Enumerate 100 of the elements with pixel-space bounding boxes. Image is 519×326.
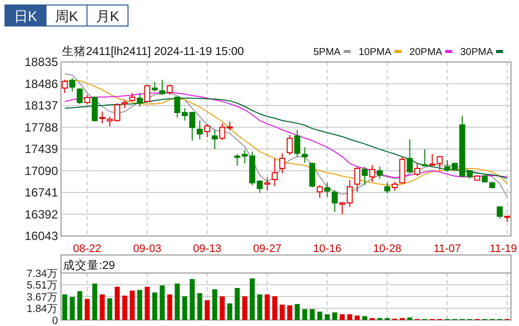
candlestick — [152, 82, 158, 92]
y-tick-label: 17439 — [24, 142, 58, 156]
bar — [92, 284, 98, 320]
chart-title: 生猪2411[lh2411] 2024-11-19 15:00 — [62, 45, 244, 58]
legend-label: 5PMA — [313, 47, 341, 58]
candlestick — [309, 162, 316, 188]
y-tick-label: 17788 — [24, 120, 58, 134]
bar — [160, 285, 165, 320]
bar — [310, 309, 315, 320]
candlestick — [362, 166, 368, 186]
y-tick-label: 0 — [52, 315, 58, 326]
candlestick — [406, 138, 413, 174]
y-tick-label: 1.84万 — [26, 303, 58, 316]
bar — [137, 290, 142, 320]
bar — [324, 314, 330, 320]
bar — [107, 298, 112, 320]
text: 周K — [54, 8, 79, 24]
candlestick — [316, 184, 323, 198]
bar — [264, 294, 270, 320]
candlestick — [76, 88, 83, 105]
candlestick — [136, 92, 143, 107]
candlestick — [422, 148, 428, 167]
bar — [317, 312, 322, 320]
x-tick-label: 08-22 — [73, 243, 102, 255]
legend-label: 20PMA — [409, 47, 443, 58]
bar — [70, 296, 75, 320]
candlestick — [286, 134, 293, 156]
bar — [302, 309, 308, 320]
x-tick-label: 10-16 — [313, 243, 342, 255]
x-tick-label: 11-19 — [490, 243, 517, 255]
bar — [114, 286, 120, 320]
bar — [130, 290, 135, 320]
candlestick — [392, 181, 398, 192]
candlestick — [204, 123, 210, 138]
candlestick — [264, 176, 270, 191]
candlestick — [144, 84, 150, 104]
text: 日K — [14, 8, 38, 24]
bar — [220, 296, 225, 320]
candlestick — [69, 78, 76, 92]
candlestick — [159, 79, 166, 96]
bar — [354, 316, 360, 320]
candlestick — [196, 120, 203, 140]
bar — [362, 316, 368, 320]
candlestick — [496, 206, 503, 220]
x-tick-label: 09-13 — [193, 243, 222, 255]
candlestick — [384, 182, 390, 194]
candlestick — [272, 158, 278, 187]
bar — [174, 284, 180, 320]
candlestick — [302, 146, 308, 164]
bar — [190, 279, 195, 320]
y-tick-label: 16043 — [24, 229, 58, 243]
bar — [250, 278, 255, 320]
x-tick-label: 09-03 — [133, 243, 162, 255]
chart-title: 成交量:29 — [63, 258, 115, 272]
bar — [62, 294, 68, 320]
y-tick-label: 3.67万 — [26, 292, 58, 304]
bar — [204, 300, 210, 320]
y-tick-label: 5.51万 — [26, 280, 58, 292]
y-tick-label: 7.34万 — [26, 268, 58, 280]
bar — [227, 303, 232, 320]
text: 月K — [96, 8, 120, 24]
candlestick — [92, 96, 98, 122]
x-tick-label: 11-07 — [434, 243, 461, 255]
legend-label: 30PMA — [460, 47, 494, 58]
bar — [197, 293, 202, 320]
y-tick-label: 16392 — [24, 207, 58, 222]
bar — [294, 304, 300, 320]
legend-label: 10PMA — [358, 47, 392, 58]
candlestick — [279, 152, 286, 174]
candlestick — [369, 164, 376, 182]
y-tick-label: 16741 — [24, 186, 58, 200]
bar — [100, 294, 105, 320]
candlestick — [354, 166, 360, 192]
x-tick-label: 09-27 — [253, 243, 282, 255]
bar — [242, 296, 248, 320]
candlestick — [62, 79, 68, 94]
candlestick — [212, 129, 218, 150]
candlestick — [294, 129, 300, 158]
y-tick-label: 18835 — [24, 55, 58, 69]
bar — [152, 292, 158, 320]
bar — [272, 296, 278, 320]
bar — [257, 294, 262, 320]
bar — [122, 296, 128, 320]
bar — [77, 291, 82, 320]
y-tick-label: 17090 — [24, 164, 58, 178]
candlestick — [414, 162, 420, 177]
candlestick — [166, 84, 173, 96]
bar — [332, 312, 338, 320]
bar — [182, 296, 188, 320]
bar — [234, 288, 240, 320]
bar — [84, 298, 90, 320]
bar — [340, 314, 345, 320]
candlestick — [376, 166, 383, 179]
x-tick-label: 10-28 — [373, 243, 402, 255]
candlestick — [84, 94, 90, 105]
bar — [287, 305, 292, 320]
bar — [144, 286, 150, 320]
bar — [407, 317, 412, 320]
candlestick — [324, 182, 330, 198]
y-tick-label: 18137 — [24, 98, 58, 112]
